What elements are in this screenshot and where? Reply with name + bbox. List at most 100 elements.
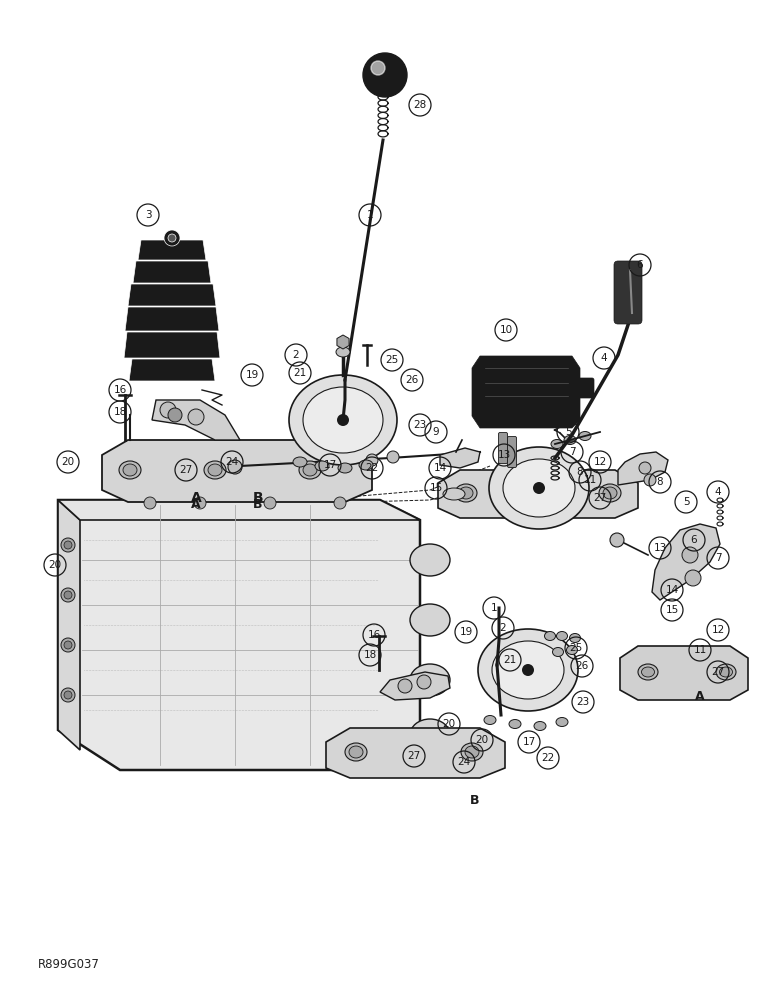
- Circle shape: [682, 547, 698, 563]
- Text: 7: 7: [715, 553, 721, 563]
- Text: B: B: [470, 794, 479, 806]
- Text: 12: 12: [594, 457, 607, 467]
- Ellipse shape: [509, 720, 521, 728]
- Text: 15: 15: [665, 605, 679, 615]
- Circle shape: [228, 460, 242, 474]
- Text: 24: 24: [225, 457, 239, 467]
- Text: 25: 25: [570, 643, 583, 653]
- Text: 20: 20: [62, 457, 75, 467]
- Text: 22: 22: [541, 753, 554, 763]
- Polygon shape: [58, 500, 420, 770]
- Text: 9: 9: [432, 427, 439, 437]
- Circle shape: [168, 234, 176, 242]
- Text: 19: 19: [459, 627, 472, 637]
- FancyBboxPatch shape: [507, 436, 516, 468]
- Polygon shape: [440, 448, 480, 468]
- Text: 7: 7: [569, 447, 575, 457]
- Ellipse shape: [410, 604, 450, 636]
- Polygon shape: [129, 359, 215, 381]
- Text: 5: 5: [564, 427, 571, 437]
- Text: A: A: [191, 491, 201, 505]
- Circle shape: [168, 408, 182, 422]
- Text: 1: 1: [367, 210, 374, 220]
- Text: 6: 6: [691, 535, 697, 545]
- Polygon shape: [125, 307, 219, 331]
- Circle shape: [164, 230, 180, 246]
- Ellipse shape: [544, 632, 556, 641]
- Circle shape: [188, 409, 204, 425]
- Ellipse shape: [359, 460, 373, 470]
- Ellipse shape: [336, 347, 350, 357]
- FancyBboxPatch shape: [499, 432, 507, 464]
- Circle shape: [337, 414, 349, 426]
- FancyBboxPatch shape: [576, 378, 594, 398]
- Ellipse shape: [443, 488, 465, 500]
- Text: 28: 28: [413, 100, 427, 110]
- Ellipse shape: [503, 459, 575, 517]
- Ellipse shape: [289, 375, 397, 465]
- Ellipse shape: [567, 646, 577, 654]
- Text: 21: 21: [503, 655, 516, 665]
- Circle shape: [160, 402, 176, 418]
- Polygon shape: [133, 261, 211, 283]
- Circle shape: [334, 497, 346, 509]
- Ellipse shape: [551, 440, 563, 448]
- Text: 6: 6: [637, 260, 643, 270]
- Ellipse shape: [564, 436, 576, 444]
- Ellipse shape: [492, 641, 564, 699]
- Text: R899G037: R899G037: [38, 958, 100, 972]
- Text: 17: 17: [323, 460, 337, 470]
- Ellipse shape: [599, 484, 621, 502]
- Circle shape: [522, 664, 534, 676]
- Ellipse shape: [570, 634, 581, 643]
- Polygon shape: [618, 452, 668, 485]
- Polygon shape: [138, 240, 206, 260]
- Text: 17: 17: [523, 737, 536, 747]
- Ellipse shape: [461, 743, 483, 761]
- Polygon shape: [58, 500, 420, 520]
- Ellipse shape: [303, 387, 383, 453]
- Ellipse shape: [579, 432, 591, 440]
- Text: 10: 10: [499, 325, 513, 335]
- Text: B: B: [252, 491, 263, 505]
- Text: 26: 26: [575, 661, 588, 671]
- Polygon shape: [438, 470, 638, 518]
- Text: 16: 16: [367, 630, 381, 640]
- Circle shape: [533, 482, 545, 494]
- Text: 27: 27: [711, 667, 725, 677]
- Ellipse shape: [556, 718, 568, 726]
- Text: 26: 26: [405, 375, 418, 385]
- Text: 22: 22: [365, 463, 378, 473]
- Circle shape: [398, 679, 412, 693]
- Text: 13: 13: [653, 543, 667, 553]
- Polygon shape: [620, 646, 748, 700]
- Ellipse shape: [338, 463, 352, 473]
- Text: 4: 4: [715, 487, 721, 497]
- Circle shape: [64, 591, 72, 599]
- Text: 4: 4: [601, 353, 608, 363]
- Text: 27: 27: [594, 493, 607, 503]
- Circle shape: [64, 541, 72, 549]
- Text: 27: 27: [408, 751, 421, 761]
- Text: A: A: [696, 690, 705, 702]
- Text: 3: 3: [144, 210, 151, 220]
- Ellipse shape: [534, 722, 546, 730]
- Text: 16: 16: [113, 385, 127, 395]
- Ellipse shape: [642, 667, 655, 677]
- Text: 18: 18: [113, 407, 127, 417]
- Circle shape: [61, 588, 75, 602]
- Text: 2: 2: [293, 350, 300, 360]
- Ellipse shape: [299, 461, 321, 479]
- Text: 14: 14: [665, 585, 679, 595]
- Polygon shape: [472, 356, 580, 428]
- Circle shape: [417, 675, 431, 689]
- Ellipse shape: [484, 716, 496, 724]
- Circle shape: [387, 451, 399, 463]
- Circle shape: [363, 53, 407, 97]
- Circle shape: [644, 474, 656, 486]
- Ellipse shape: [349, 746, 363, 758]
- Polygon shape: [58, 500, 80, 750]
- Ellipse shape: [410, 544, 450, 576]
- Polygon shape: [152, 400, 240, 440]
- Text: 8: 8: [657, 477, 663, 487]
